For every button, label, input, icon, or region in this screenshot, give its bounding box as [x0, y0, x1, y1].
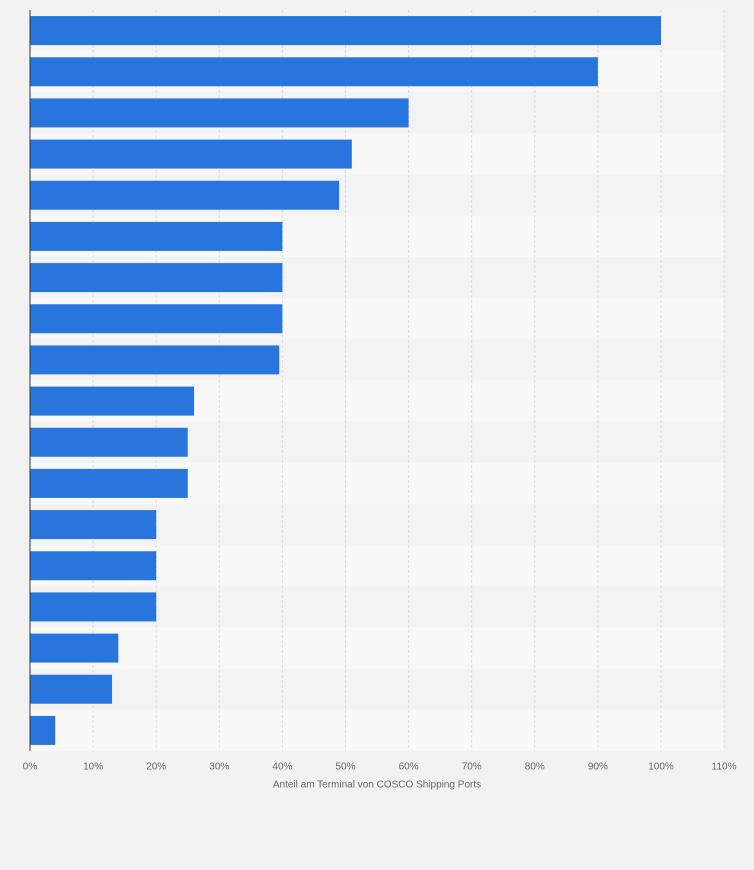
row-band — [30, 627, 725, 669]
bar — [30, 551, 157, 581]
bar — [30, 98, 409, 128]
bar — [30, 674, 113, 704]
x-tick-label: 0% — [23, 762, 38, 773]
bar — [30, 510, 157, 540]
bar — [30, 263, 283, 293]
bar — [30, 386, 195, 416]
bar — [30, 592, 157, 622]
bar — [30, 57, 598, 87]
bar — [30, 427, 188, 457]
x-tick-label: 50% — [335, 762, 355, 773]
x-tick-label: 110% — [712, 762, 737, 773]
bar — [30, 304, 283, 334]
bar — [30, 633, 119, 663]
x-tick-label: 40% — [272, 762, 292, 773]
bar — [30, 139, 352, 169]
x-tick-label: 80% — [525, 762, 545, 773]
x-tick-label: 20% — [146, 762, 166, 773]
x-tick-label: 60% — [399, 762, 419, 773]
bar — [30, 715, 56, 745]
x-tick-label: 100% — [648, 762, 674, 773]
x-tick-label: 70% — [462, 762, 482, 773]
bar — [30, 345, 280, 375]
bar — [30, 468, 188, 498]
bar — [30, 16, 661, 46]
row-band — [30, 668, 725, 710]
row-band — [30, 709, 725, 751]
x-axis-label: Anteil am Terminal von COSCO Shipping Po… — [273, 780, 481, 791]
x-tick-label: 30% — [209, 762, 229, 773]
x-tick-label: 90% — [588, 762, 608, 773]
bar — [30, 221, 283, 251]
bar — [30, 180, 340, 210]
x-tick-label: 10% — [83, 762, 103, 773]
